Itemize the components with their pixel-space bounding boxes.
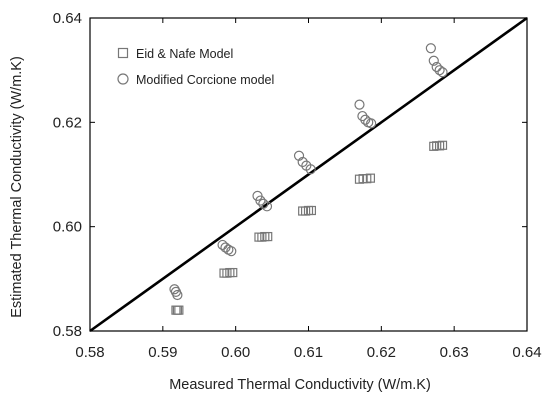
x-tick-label: 0.62 [367, 344, 396, 361]
data-point-circle [431, 61, 442, 73]
series-eid-nafe [171, 140, 448, 315]
data-point-square [222, 268, 232, 278]
data-point-circle [437, 67, 448, 78]
legend-label-modified-corcione: Modified Corcione model [136, 73, 274, 87]
x-tick-label: 0.64 [512, 344, 541, 361]
y-tick-label: 0.64 [53, 10, 82, 27]
data-point-square [219, 268, 229, 278]
legend-label-eid-nafe: Eid & Nafe Model [136, 47, 233, 61]
data-point-circle [261, 201, 273, 212]
data-point-square [306, 205, 317, 216]
data-point-square [435, 141, 445, 151]
axes-layer: 0.58 0.59 0.60 0.61 0.62 0.63 0.64 0.58 0.60 0.62… [53, 10, 542, 361]
data-point-circle [255, 195, 266, 206]
data-point-square [303, 205, 314, 216]
y-tick-label: 0.60 [53, 219, 82, 236]
y-axis-title: Estimated Thermal Conductivity (W/m.K) [9, 56, 25, 318]
data-point-circle [360, 114, 371, 125]
data-point-square [254, 232, 264, 242]
legend-marker-square-icon [117, 47, 129, 59]
data-point-circle [366, 118, 377, 129]
legend: Eid & Nafe Model Modified Corcione model [106, 35, 318, 97]
reference-line-layer [89, 16, 528, 333]
y-tick-label: 0.62 [53, 114, 82, 131]
data-point-square [300, 206, 311, 216]
x-tick-label: 0.61 [294, 344, 323, 361]
data-point-square [365, 173, 376, 183]
y-tick-label: 0.58 [53, 323, 82, 340]
data-point-square [174, 305, 184, 315]
data-point-circle [425, 43, 436, 54]
data-point-square [263, 231, 273, 242]
data-point-circle [220, 242, 231, 253]
marks-layer [169, 43, 448, 315]
data-point-square [260, 231, 270, 242]
data-point-circle [354, 99, 365, 110]
data-point-square [228, 267, 238, 278]
data-point-circle [297, 156, 308, 168]
series-modified-corcione [169, 43, 448, 301]
data-point-square [257, 232, 267, 242]
parity-line [89, 16, 528, 333]
x-tick-label: 0.59 [148, 344, 177, 361]
data-point-circle [357, 110, 368, 122]
legend-marker-circle-icon [117, 73, 129, 85]
data-point-square [432, 141, 442, 151]
x-axis-title: Measured Thermal Conductivity (W/m.K) [169, 377, 431, 393]
x-tick-label: 0.63 [440, 344, 469, 361]
data-point-circle [223, 244, 234, 255]
data-point-circle [428, 55, 439, 66]
data-point-circle [172, 289, 183, 301]
data-point-square [298, 206, 308, 216]
data-point-circle [434, 65, 445, 76]
x-tick-label: 0.58 [75, 344, 104, 361]
data-point-circle [226, 246, 237, 257]
legend-box [106, 35, 318, 97]
data-point-square [225, 267, 235, 278]
data-point-circle [169, 284, 180, 295]
data-point-square [429, 141, 439, 151]
data-point-circle [305, 164, 316, 175]
data-point-square [437, 140, 448, 150]
x-tick-label: 0.60 [221, 344, 250, 361]
